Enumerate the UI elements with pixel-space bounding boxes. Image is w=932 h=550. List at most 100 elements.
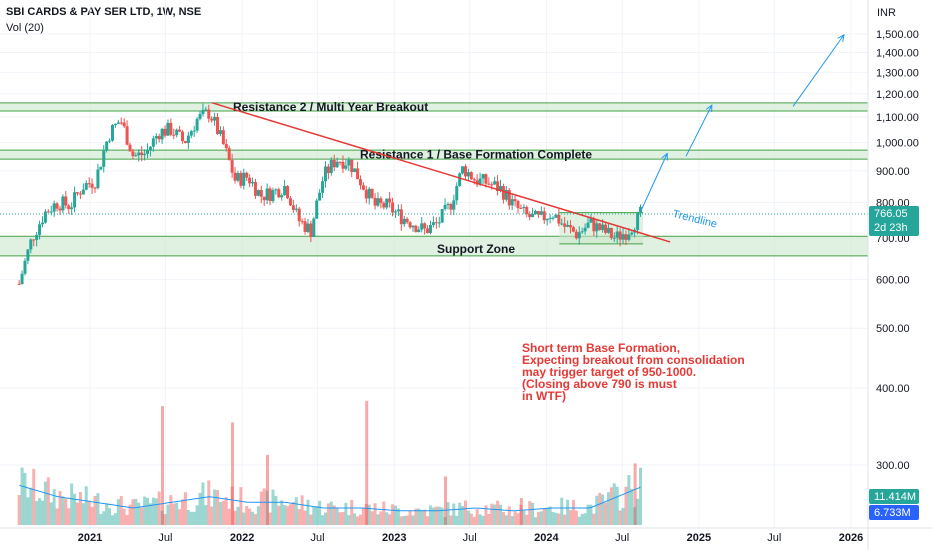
volume-bar <box>169 495 173 525</box>
volume-value: 11.414M <box>874 491 916 503</box>
volume-bar <box>408 510 412 525</box>
candle-body <box>478 178 482 185</box>
y-tick-label: 900.00 <box>876 166 910 178</box>
volume-bar <box>627 475 631 525</box>
candle-body <box>364 189 368 199</box>
volume-bar <box>218 502 222 525</box>
volume-bar <box>17 495 21 525</box>
candle-body <box>557 214 561 224</box>
volume-bar <box>43 481 47 525</box>
candle-body <box>96 169 100 189</box>
candle-body <box>589 218 593 223</box>
candles-layer <box>17 103 643 285</box>
candle-body <box>513 199 517 202</box>
candle-body <box>481 174 485 179</box>
volume-bar <box>271 489 275 525</box>
candle-body <box>443 205 447 210</box>
candle-body <box>78 193 82 195</box>
volume-bar <box>414 508 418 525</box>
volume-bar <box>636 498 640 525</box>
candle-body <box>335 161 339 168</box>
candle-body <box>192 130 196 132</box>
candle-body <box>405 218 409 223</box>
y-tick-label: 1,000.00 <box>876 138 919 150</box>
volume-bar <box>198 492 202 525</box>
volume-bar <box>242 512 246 525</box>
volume-bar <box>35 501 39 525</box>
volume-bar <box>347 515 351 525</box>
candle-body <box>434 222 438 224</box>
volume-bar <box>204 505 208 525</box>
volume-bar <box>61 496 65 525</box>
volume-indicator-label[interactable]: Vol (20) <box>6 22 44 34</box>
volume-bar <box>332 505 336 525</box>
volume-bar <box>583 513 587 525</box>
volume-bar <box>309 514 313 525</box>
candle-body <box>350 159 354 173</box>
candle-body <box>639 206 643 213</box>
volume-bar <box>373 503 377 525</box>
y-tick-label: 1,100.00 <box>876 112 919 124</box>
volume-bar <box>335 508 339 525</box>
annotation-line: in WTF) <box>522 389 566 403</box>
candle-body <box>525 206 529 215</box>
volume-bar <box>183 492 187 525</box>
candle-body <box>598 223 602 230</box>
volume-bar <box>108 508 112 525</box>
candle-body <box>189 131 193 136</box>
candle-body <box>148 146 152 150</box>
candle-body <box>496 181 500 192</box>
volume-bar <box>420 510 424 525</box>
candle-body <box>297 208 301 222</box>
volume-spike-bar <box>633 463 637 525</box>
candle-body <box>423 223 427 229</box>
candle-body <box>224 144 228 149</box>
candle-body <box>577 232 581 239</box>
candle-body <box>265 188 269 201</box>
volume-bar <box>172 503 176 525</box>
volume-bar <box>143 496 147 525</box>
volume-bar <box>253 514 257 525</box>
x-tick-label: Jul <box>463 532 477 544</box>
candle-body <box>207 109 211 119</box>
volume-bar <box>224 497 228 525</box>
candle-body <box>411 225 415 228</box>
candle-body <box>111 125 115 141</box>
candle-body <box>618 231 622 240</box>
x-tick-label: Jul <box>615 532 629 544</box>
volume-bar <box>146 497 150 525</box>
candle-body <box>528 214 532 218</box>
volume-bar <box>119 496 123 525</box>
volume-bar <box>496 500 500 525</box>
volume-bar <box>303 510 307 525</box>
volume-bar <box>294 497 298 525</box>
volume-bar <box>615 486 619 525</box>
candle-body <box>373 197 377 206</box>
arrow-head <box>837 33 845 42</box>
volume-bar <box>501 512 505 525</box>
candle-body <box>58 208 62 211</box>
volume-bar <box>186 509 190 525</box>
volume-bar <box>55 508 59 525</box>
volume-spike-bar <box>443 476 447 525</box>
x-tick-label: 2023 <box>382 532 406 544</box>
volume-bar <box>137 502 141 525</box>
volume-bar <box>90 506 94 525</box>
candle-body <box>522 206 526 209</box>
volume-bar <box>548 506 552 525</box>
y-tick-label: 1,400.00 <box>876 47 919 59</box>
candle-body <box>143 153 147 156</box>
candle-body <box>545 218 549 221</box>
volume-bar <box>606 492 610 525</box>
y-tick-label: 400.00 <box>876 383 910 395</box>
candle-body <box>466 172 470 177</box>
volume-bar <box>385 512 389 525</box>
target-arrow <box>640 153 668 212</box>
volume-bar <box>630 488 634 525</box>
currency-label[interactable]: INR <box>877 7 896 19</box>
volume-bar <box>87 501 91 525</box>
candle-body <box>428 225 432 233</box>
volume-bar <box>507 506 511 525</box>
